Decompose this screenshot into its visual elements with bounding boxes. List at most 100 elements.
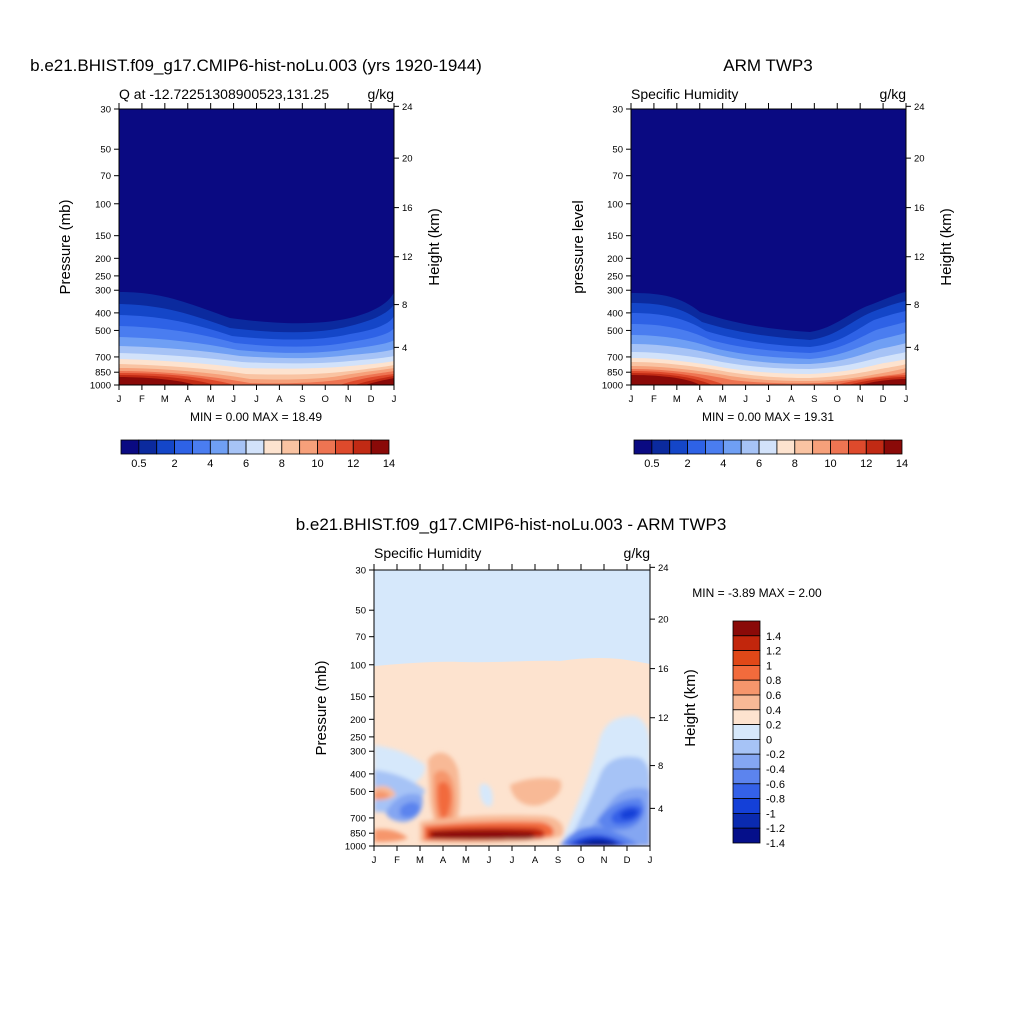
pressure-tick-label: 700	[350, 813, 366, 824]
height-tick-label: 12	[658, 713, 669, 724]
month-tick-label: N	[601, 855, 608, 866]
height-tick-label: 24	[402, 102, 413, 113]
colorbar-swatch	[732, 753, 761, 770]
colorbar-swatch	[334, 439, 354, 455]
colorbar-swatch	[776, 439, 796, 455]
month-tick-label: J	[510, 855, 515, 866]
colorbar-label: -0.6	[766, 779, 785, 791]
colorbar-swatch	[156, 439, 176, 455]
colorbar-label: 10	[824, 458, 836, 470]
colorbar-swatch	[722, 439, 742, 455]
colorbar-label: 0.4	[766, 705, 781, 717]
month-tick-label: J	[117, 394, 122, 405]
contour-band-positive	[374, 791, 390, 800]
month-tick-label: N	[857, 394, 864, 405]
panel3-colorbar: 1.4 1.2 1 0.8 0.6 0.4 0.2 0 -0.2 -0.4 -0.6 -0.8 -1 -1…	[732, 620, 785, 850]
colorbar-label: 2	[685, 458, 691, 470]
pressure-tick-label: 100	[607, 199, 623, 210]
month-tick-label: D	[880, 394, 887, 405]
height-tick-label: 8	[658, 761, 663, 772]
colorbar-swatch	[317, 439, 336, 455]
pressure-tick-label: 500	[607, 326, 623, 337]
panel3-left-label: Specific Humidity	[374, 545, 481, 561]
pressure-tick-label: 500	[350, 787, 366, 798]
colorbar-label: 4	[207, 458, 213, 470]
height-tick-label: 8	[402, 300, 407, 311]
colorbar-label: 0.2	[766, 720, 781, 732]
colorbar-label: 14	[896, 458, 908, 470]
colorbar-swatch	[732, 635, 761, 651]
panel3-contour-field	[374, 570, 650, 846]
contour-band-negative-small	[479, 783, 493, 807]
height-tick-label: 16	[658, 664, 669, 675]
panel2-colorbar: 0.5 2 4 6 8 10 12 14	[633, 439, 908, 470]
colorbar-label: 6	[243, 458, 249, 470]
month-tick-label: F	[394, 855, 400, 866]
month-tick-label: A	[276, 394, 283, 405]
colorbar-swatch	[687, 439, 706, 455]
month-tick-label: J	[254, 394, 259, 405]
pressure-tick-label: 150	[95, 231, 111, 242]
colorbar-label: 14	[383, 458, 395, 470]
contour-band-positive	[437, 781, 451, 819]
panel1-contour-field	[119, 109, 394, 385]
height-tick-label: 4	[402, 343, 407, 354]
colorbar-swatch	[732, 827, 761, 844]
month-tick-label: J	[629, 394, 634, 405]
height-tick-label: 12	[402, 252, 413, 263]
pressure-tick-label: 700	[95, 352, 111, 363]
pressure-tick-label: 30	[355, 566, 366, 577]
pressure-tick-label: 50	[612, 145, 623, 156]
colorbar-swatch	[732, 813, 761, 829]
colorbar-label: 0.8	[766, 675, 781, 687]
panel3-units-label: g/kg	[624, 545, 650, 561]
month-tick-label: J	[743, 394, 748, 405]
colorbar-label: -1.2	[766, 823, 785, 835]
month-tick-label: J	[648, 855, 653, 866]
month-tick-label: N	[345, 394, 352, 405]
colorbar-swatch	[705, 439, 724, 455]
pressure-tick-label: 70	[612, 171, 623, 182]
panel1-ylabel-right: Height (km)	[426, 208, 443, 286]
contour-band	[631, 373, 906, 385]
panel2-left-label: Specific Humidity	[631, 86, 738, 102]
month-tick-label: D	[624, 855, 631, 866]
panel2-ylabel-right: Height (km)	[938, 208, 955, 286]
colorbar-swatch	[227, 439, 247, 455]
colorbar-swatch	[732, 739, 761, 755]
pressure-tick-label: 500	[95, 326, 111, 337]
pressure-tick-label: 1000	[345, 842, 366, 853]
colorbar-swatch	[732, 798, 761, 814]
pressure-tick-label: 400	[95, 308, 111, 319]
panel1-colorbar: 0.5 2 4 6 8 10 12 14	[120, 439, 395, 470]
height-tick-label: 20	[658, 615, 669, 626]
month-tick-label: S	[555, 855, 561, 866]
colorbar-label: 10	[311, 458, 323, 470]
panel2-contour-field	[631, 109, 906, 385]
month-tick-label: D	[368, 394, 375, 405]
colorbar-label: -0.4	[766, 764, 785, 776]
panel2-axes: 30 50 70 100 150 200 250 300 400 500 700 850 1000 24 2…	[602, 102, 925, 405]
panel1-title: b.e21.BHIST.f09_g17.CMIP6-hist-noLu.003 …	[30, 56, 482, 75]
colorbar-swatch	[263, 439, 283, 455]
height-tick-label: 12	[914, 252, 925, 263]
month-tick-label: M	[673, 394, 681, 405]
colorbar-label: 12	[347, 458, 359, 470]
height-tick-label: 24	[914, 102, 925, 113]
panel-obs-humidity: ARM TWP3 Specific Humidity g/kg 30 50 70 10…	[570, 56, 955, 470]
colorbar-swatch	[758, 439, 778, 455]
month-tick-label: M	[416, 855, 424, 866]
colorbar-label: 1.2	[766, 646, 781, 658]
colorbar-swatch	[299, 439, 318, 455]
pressure-tick-label: 850	[350, 829, 366, 840]
colorbar-label: 0	[766, 734, 772, 746]
colorbar-swatch	[245, 439, 265, 455]
colorbar-swatch	[732, 650, 761, 666]
colorbar-label: 6	[756, 458, 762, 470]
pressure-tick-label: 150	[350, 692, 366, 703]
contour-band-positive	[510, 777, 562, 806]
pressure-tick-label: 50	[355, 606, 366, 617]
pressure-tick-label: 100	[95, 199, 111, 210]
colorbar-label: 0.5	[644, 458, 659, 470]
